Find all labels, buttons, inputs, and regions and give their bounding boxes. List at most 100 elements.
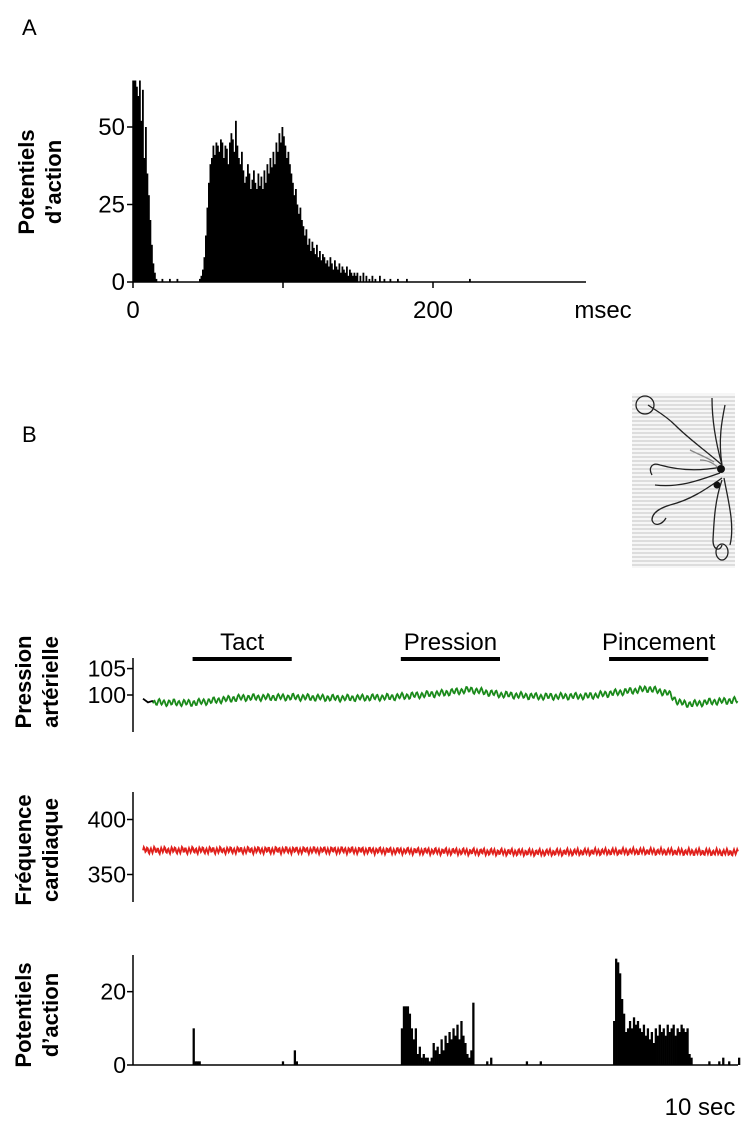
histogram-bar bbox=[674, 1035, 677, 1065]
histogram-bar bbox=[226, 148, 228, 282]
histogram-bar bbox=[295, 189, 297, 282]
histogram-bar bbox=[402, 1006, 406, 1065]
histogram-bar bbox=[615, 958, 618, 1065]
histogram-bar bbox=[654, 1028, 657, 1065]
series-line bbox=[142, 844, 739, 859]
histogram-bar bbox=[307, 244, 309, 282]
histogram-bar bbox=[650, 1032, 654, 1065]
histogram-bar bbox=[469, 278, 471, 282]
series-start-segment bbox=[142, 697, 154, 704]
histogram-bar bbox=[379, 275, 381, 282]
histogram-bar bbox=[619, 973, 622, 1065]
histogram-bar bbox=[217, 145, 219, 282]
firing-rate-chart: Potentiels d’action 0 20 10 sec bbox=[11, 955, 741, 1121]
histogram-bar bbox=[329, 257, 332, 282]
y-tick-label: 25 bbox=[98, 192, 125, 219]
histogram-bar bbox=[486, 1061, 489, 1065]
histogram-bar bbox=[205, 235, 207, 282]
histogram-bar bbox=[313, 247, 315, 282]
histogram-bar bbox=[640, 1032, 644, 1065]
histogram-bar bbox=[350, 272, 353, 282]
histogram-bar bbox=[440, 1039, 443, 1065]
histogram-bar bbox=[341, 266, 344, 282]
histogram-bar bbox=[161, 278, 164, 282]
histogram-bar bbox=[436, 1046, 439, 1065]
histogram-bar bbox=[722, 1057, 725, 1065]
histogram-bar bbox=[458, 1039, 461, 1065]
histogram-bar bbox=[289, 164, 291, 282]
histogram-bar bbox=[684, 1032, 687, 1065]
histogram-bar bbox=[325, 263, 327, 282]
histogram-bar bbox=[452, 1028, 455, 1065]
heart-rate-chart: Fréquence cardiaque 350 400 bbox=[11, 792, 739, 906]
histogram-bar bbox=[286, 158, 288, 282]
histogram-bar bbox=[296, 204, 299, 282]
histogram-bar bbox=[265, 182, 267, 282]
histogram-bar bbox=[323, 257, 326, 282]
y-axis-label-line-1: Fréquence bbox=[11, 794, 36, 905]
histogram-bar bbox=[146, 173, 149, 282]
histogram-bar bbox=[281, 127, 284, 282]
histogram-bar bbox=[247, 164, 249, 282]
x-tick-label: 200 bbox=[413, 297, 453, 324]
histogram-bar bbox=[192, 1028, 195, 1065]
y-axis-label-line-1: Potentiels bbox=[11, 962, 36, 1067]
histogram-bar bbox=[230, 133, 233, 282]
y-axis-label-line-1: Pression bbox=[11, 636, 36, 729]
histogram-bar bbox=[143, 158, 146, 282]
histogram-bar bbox=[198, 1061, 201, 1065]
histogram-bar bbox=[676, 1028, 679, 1065]
histogram-bar bbox=[666, 1024, 669, 1065]
histogram-bar bbox=[310, 251, 312, 282]
histogram-bar bbox=[151, 244, 153, 282]
histogram-bar bbox=[299, 207, 302, 282]
histogram-bar bbox=[686, 1028, 689, 1065]
histogram-bar bbox=[137, 96, 140, 282]
histogram-bar bbox=[383, 278, 386, 282]
histogram-bar bbox=[680, 1024, 683, 1065]
histogram-bar bbox=[617, 962, 620, 1065]
y-axis-label-line-2: cardiaque bbox=[38, 798, 63, 902]
y-axis-label: Pression artérielle bbox=[11, 636, 63, 729]
y-tick-label: 0 bbox=[113, 1052, 126, 1078]
series-line bbox=[152, 684, 739, 709]
histogram-bar bbox=[272, 151, 275, 282]
histogram-bar bbox=[613, 1021, 616, 1065]
histogram-bar bbox=[337, 269, 339, 282]
histogram-bar bbox=[221, 142, 224, 282]
histogram-bar bbox=[344, 272, 347, 282]
histogram-bar bbox=[233, 151, 236, 282]
histogram-bar bbox=[176, 278, 179, 282]
histogram-bar bbox=[630, 1028, 634, 1065]
histogram-bar bbox=[652, 1043, 655, 1065]
histogram-bar bbox=[430, 1057, 433, 1065]
histogram-bar bbox=[206, 207, 209, 282]
histogram-bar bbox=[397, 278, 399, 282]
histogram-bar bbox=[199, 278, 201, 282]
histogram-bar bbox=[416, 1054, 419, 1065]
histogram-bar bbox=[241, 151, 243, 282]
histogram-bar bbox=[202, 269, 204, 282]
histogram-bar bbox=[620, 999, 624, 1065]
histogram-bar bbox=[268, 173, 270, 282]
histogram-bar bbox=[277, 151, 279, 282]
histogram-bar bbox=[428, 1061, 431, 1065]
histogram-bar bbox=[678, 1032, 681, 1065]
histogram-bar bbox=[656, 1035, 659, 1065]
histogram-bar bbox=[278, 133, 281, 282]
histogram-bar bbox=[238, 158, 240, 282]
histogram-bar bbox=[292, 182, 294, 282]
histogram-bar bbox=[152, 263, 155, 282]
histogram-bar bbox=[406, 1006, 410, 1065]
histogram-bar bbox=[622, 1013, 626, 1065]
histogram-bar bbox=[142, 89, 144, 282]
histogram-bar bbox=[660, 1032, 663, 1065]
histogram-bar bbox=[203, 257, 206, 282]
y-tick-label: 20 bbox=[100, 979, 126, 1005]
histogram-bar bbox=[670, 1028, 673, 1065]
histogram-bar bbox=[245, 176, 248, 282]
histogram-bar bbox=[250, 189, 252, 282]
histogram-bar bbox=[280, 142, 282, 282]
histogram-bar bbox=[464, 1043, 467, 1065]
histogram-bar bbox=[214, 154, 216, 282]
